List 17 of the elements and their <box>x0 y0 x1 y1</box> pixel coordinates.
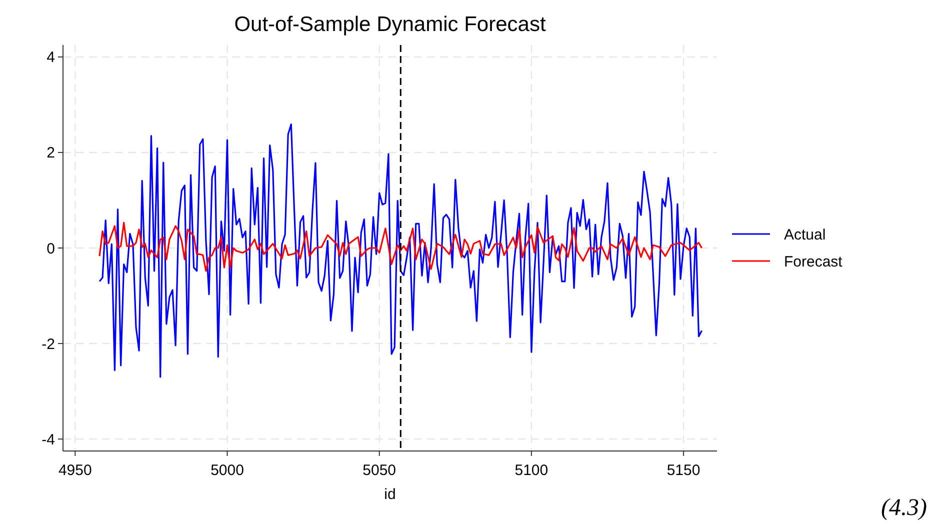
x-tick-label: 5150 <box>666 462 700 479</box>
y-tick-label: 2 <box>46 144 55 162</box>
text: (4.3) <box>881 495 928 521</box>
line-series <box>98 123 703 378</box>
legend-label: Forecast <box>784 253 844 270</box>
y-tick-label: 0 <box>46 240 55 258</box>
x-axis-title: id <box>384 486 396 503</box>
y-tick-label: -2 <box>42 336 55 353</box>
chart-title: Out-of-Sample Dynamic Forecast <box>234 13 546 36</box>
x-tick-label: 5100 <box>514 462 548 479</box>
y-tick-label: -4 <box>42 431 55 448</box>
line-series <box>98 222 703 272</box>
x-tick-label: 5000 <box>210 462 244 479</box>
y-tick-label: 4 <box>46 49 55 66</box>
legend-label: Actual <box>784 226 826 244</box>
x-tick-label: 5050 <box>362 462 396 479</box>
x-tick-label: 4950 <box>58 462 92 479</box>
